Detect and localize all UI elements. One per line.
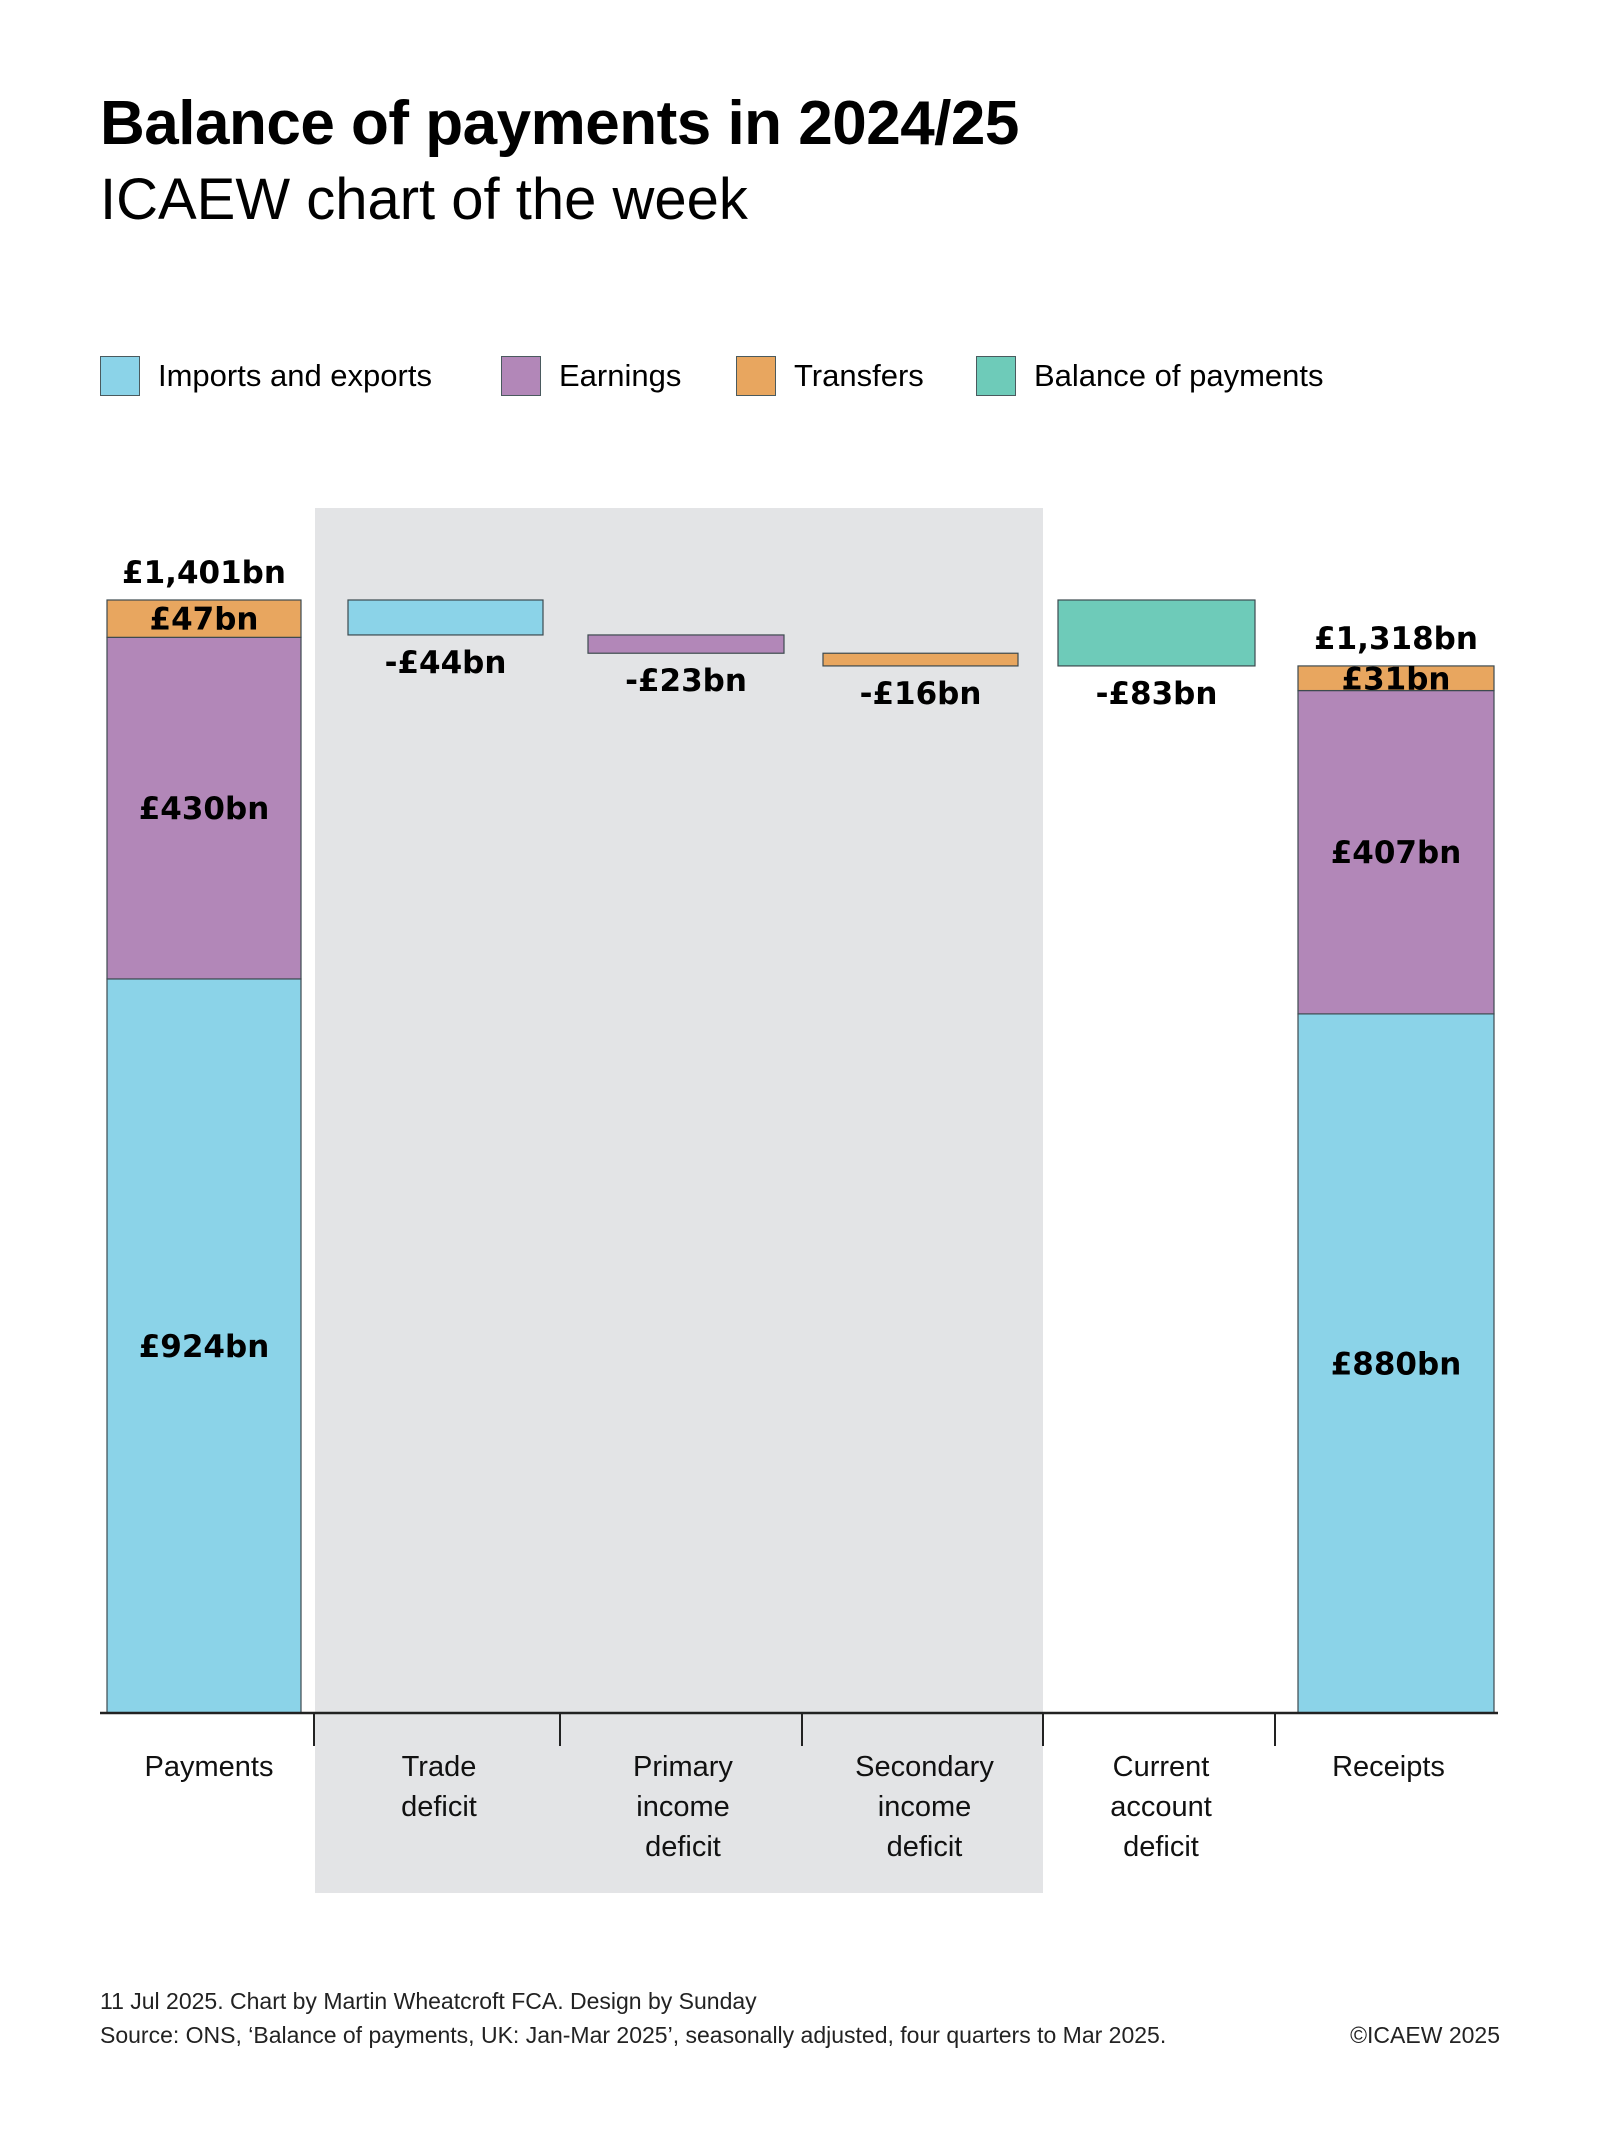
data-label: £430bn (139, 791, 270, 827)
data-label: £31bn (1342, 661, 1451, 697)
data-label: -£44bn (385, 645, 507, 681)
legend-item-imports-exports: Imports and exports (100, 354, 432, 398)
x-tick-label: deficit (645, 1831, 721, 1863)
data-label: £880bn (1331, 1346, 1462, 1382)
x-tick-label: income (636, 1791, 730, 1823)
legend-item-balance: Balance of payments (976, 354, 1324, 398)
bar-segment-imports-and-exports (106, 978, 302, 1714)
footer-source: Source: ONS, ‘Balance of payments, UK: J… (100, 2022, 1167, 2048)
x-tick-label: deficit (1123, 1831, 1199, 1863)
legend-label: Balance of payments (1034, 358, 1324, 393)
legend-label: Earnings (559, 358, 682, 393)
step-bar-earnings (587, 634, 785, 654)
bar-segment-earnings (106, 636, 302, 980)
x-tick-label: income (878, 1791, 972, 1823)
data-label: -£16bn (860, 676, 982, 712)
shaded-deficit-panel (315, 508, 1043, 1893)
legend-label: Transfers (794, 358, 924, 393)
data-label: £924bn (139, 1329, 270, 1365)
data-label: -£23bn (625, 663, 747, 699)
legend-swatch-imports-exports (100, 356, 140, 396)
x-tick-label: deficit (887, 1831, 963, 1863)
chart-subtitle: ICAEW chart of the week (100, 167, 748, 232)
data-label: -£83bn (1096, 676, 1218, 712)
legend-item-transfers: Transfers (736, 354, 924, 398)
total-label: £1,401bn (122, 555, 286, 591)
legend-swatch-transfers (736, 356, 776, 396)
x-tick-label: Current (1113, 1751, 1210, 1783)
chart-title: Balance of payments in 2024/25 (100, 89, 1019, 158)
step-bar-transfers (822, 652, 1019, 667)
x-tick-label: Primary (633, 1751, 733, 1783)
bar-segment-transfers (1297, 665, 1495, 692)
data-label: £47bn (150, 602, 259, 638)
data-label: £407bn (1331, 835, 1462, 871)
bar-segment-transfers (106, 599, 302, 638)
x-tick-label: Receipts (1332, 1751, 1445, 1783)
bar-segment-earnings (1297, 689, 1495, 1015)
x-tick-label: Trade (402, 1751, 477, 1783)
total-label: £1,318bn (1314, 621, 1478, 657)
x-tick-label: deficit (401, 1791, 477, 1823)
x-tick-label: Secondary (855, 1751, 994, 1783)
legend-item-earnings: Earnings (501, 354, 681, 398)
legend-swatch-earnings (501, 356, 541, 396)
legend-swatch-balance (976, 356, 1016, 396)
x-tick-label: account (1110, 1791, 1212, 1823)
legend-label: Imports and exports (158, 358, 432, 393)
x-tick-label: Payments (145, 1751, 274, 1783)
step-bar-balance-of-payments (1057, 599, 1256, 667)
step-bar-imports-and-exports (347, 599, 544, 636)
bar-segment-imports-and-exports (1297, 1013, 1495, 1714)
footer-credit: 11 Jul 2025. Chart by Martin Wheatcroft … (100, 1988, 757, 2014)
legend: Imports and exports Earnings Transfers B… (0, 354, 1600, 398)
footer-copyright: ©ICAEW 2025 (1350, 2022, 1500, 2048)
